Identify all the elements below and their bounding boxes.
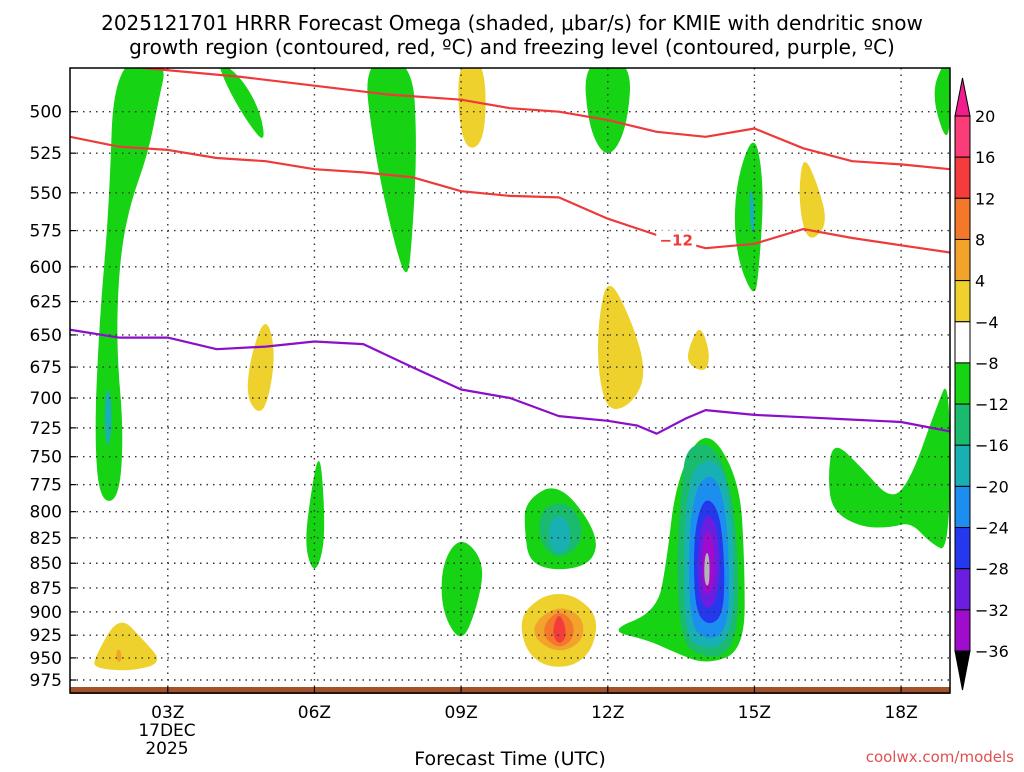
colorbar-top-arrow <box>954 77 971 117</box>
y-tick-label-725: 725 <box>30 419 62 439</box>
colorbar-swatch-7 <box>954 403 971 446</box>
omega-region-16-32 <box>553 616 566 643</box>
omega-region-m4-4 <box>734 142 763 292</box>
y-tick-label-650: 650 <box>30 326 62 346</box>
colorbar-label-10: −24 <box>975 519 1009 538</box>
y-tick-label-750: 750 <box>30 448 62 468</box>
omega-region-m4-1 <box>220 68 264 138</box>
y-tick-label-525: 525 <box>30 144 62 164</box>
colorbar-swatch-1 <box>954 156 971 199</box>
y-tick-label-700: 700 <box>30 389 62 409</box>
colorbar-swatch-6 <box>954 362 971 405</box>
colorbar-swatch-12 <box>954 609 971 652</box>
colorbar-label-7: −12 <box>975 395 1009 414</box>
x-tick-label-06Z: 06Z <box>298 703 331 723</box>
x-tick-label-12Z: 12Z <box>591 703 624 723</box>
colorbar-bottom-arrow <box>954 650 971 691</box>
omega-region-m4-6 <box>306 460 325 569</box>
x-tick-label-09Z: 09Z <box>444 703 477 723</box>
colorbar-label-2: 12 <box>975 189 995 208</box>
contour-label-bg <box>656 230 697 249</box>
omega-region-m4-3 <box>585 68 630 154</box>
plot-background <box>70 68 950 693</box>
colorbar-label-4: 4 <box>975 272 985 291</box>
colorbar-label-3: 8 <box>975 230 985 249</box>
contour-label-minus-12: −12 <box>659 231 692 249</box>
y-tick-label-850: 850 <box>30 554 62 574</box>
omega-region-m12-13 <box>549 515 571 553</box>
x-axis-label: Forecast Time (UTC) <box>414 748 605 768</box>
omega-region-4-23 <box>799 162 825 238</box>
y-tick-label-975: 975 <box>30 671 62 691</box>
omega-region-m12-15 <box>749 190 755 233</box>
colorbar-label-0: 20 <box>975 107 995 126</box>
omega-region-m4-7 <box>441 541 483 637</box>
y-tick-label-625: 625 <box>30 293 62 313</box>
colorbar-swatch-2 <box>954 197 971 240</box>
omega-region-8-30 <box>116 649 122 662</box>
y-tick-label-575: 575 <box>30 222 62 242</box>
colorbar-label-9: −20 <box>975 477 1009 496</box>
y-tick-label-875: 875 <box>30 579 62 599</box>
colorbar-label-5: −4 <box>975 313 999 332</box>
omega-shading <box>94 68 950 671</box>
colorbar-swatch-10 <box>954 527 971 570</box>
contour-lines: −12 <box>70 68 950 435</box>
omega-region-m4-5 <box>934 68 950 136</box>
x-axis: 03Z 06Z 09Z 12Z 15Z 18Z <box>151 687 918 723</box>
omega-region-m32-21 <box>704 552 710 586</box>
colorbar-label-12: −32 <box>975 601 1009 620</box>
y-tick-label-925: 925 <box>30 626 62 646</box>
freezing-level-line <box>70 328 950 435</box>
colorbar-label-8: −16 <box>975 436 1009 455</box>
y-tick-label-500: 500 <box>30 103 62 123</box>
date-label-day: 17DEC <box>138 721 195 741</box>
grid-lines <box>70 68 950 693</box>
y-tick-label-775: 775 <box>30 476 62 496</box>
y-tick-label-825: 825 <box>30 529 62 549</box>
colorbar-label-6: −8 <box>975 354 999 373</box>
x-tick-label-18Z: 18Z <box>884 703 917 723</box>
chart-title-line-2: growth region (contoured, red, ºC) and f… <box>129 35 895 59</box>
colorbar-swatch-5 <box>954 321 971 364</box>
dgz-bottom-line <box>70 135 950 254</box>
y-tick-label-675: 675 <box>30 358 62 378</box>
omega-region-m4-10 <box>829 388 950 549</box>
omega-region-m4-2 <box>367 68 416 273</box>
omega-region-m12-14 <box>104 390 112 446</box>
colorbar-swatch-9 <box>954 485 971 529</box>
colorbar-swatch-11 <box>954 568 971 611</box>
omega-region-m4-0 <box>95 68 164 501</box>
y-axis: 500 525 550 575 600 625 650 675 700 725 750 775 800 8… <box>30 103 76 691</box>
chart-title-line-1: 2025121701 HRRR Forecast Omega (shaded, … <box>101 11 923 35</box>
y-tick-label-550: 550 <box>30 184 62 204</box>
terrain-bar <box>70 687 950 694</box>
y-tick-label-600: 600 <box>30 258 62 278</box>
colorbar: 20 16 12 8 4 −4 −8 −12 −16 −20 −24 −28 −32 −36 <box>954 77 1009 691</box>
y-tick-label-900: 900 <box>30 603 62 623</box>
colorbar-label-13: −36 <box>975 642 1009 661</box>
colorbar-swatch-4 <box>954 280 971 323</box>
omega-region-4-24 <box>598 285 644 410</box>
colorbar-label-11: −28 <box>975 560 1009 579</box>
colorbar-label-1: 16 <box>975 148 995 167</box>
colorbar-swatch-8 <box>954 444 971 487</box>
y-tick-label-950: 950 <box>30 649 62 669</box>
omega-region-4-22 <box>458 68 486 148</box>
colorbar-swatch-0 <box>954 115 971 158</box>
watermark: coolwx.com/models <box>866 748 1014 766</box>
omega-region-4-25 <box>687 329 709 371</box>
x-tick-label-03Z: 03Z <box>151 703 184 723</box>
colorbar-swatch-3 <box>954 238 971 282</box>
plot-frame <box>69 67 951 694</box>
dgz-top-line <box>134 68 950 171</box>
date-label-year: 2025 <box>145 739 188 759</box>
y-tick-label-800: 800 <box>30 503 62 523</box>
x-tick-label-15Z: 15Z <box>738 703 771 723</box>
